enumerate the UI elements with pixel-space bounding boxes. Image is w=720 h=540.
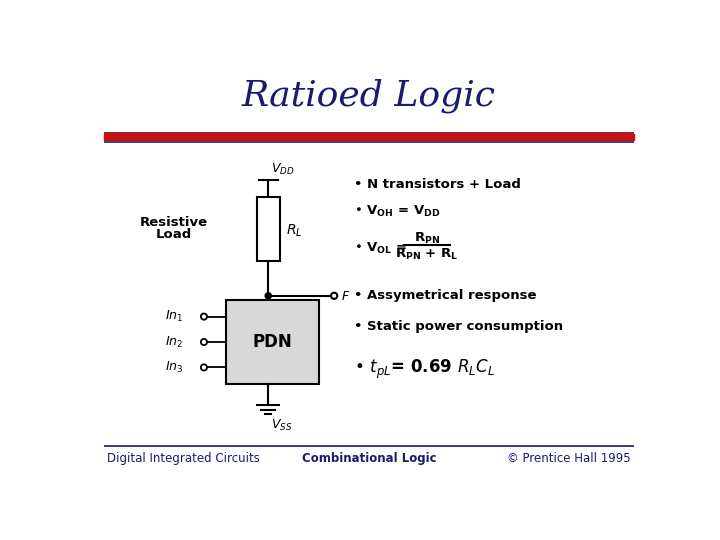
Text: $V_{DD}$: $V_{DD}$ xyxy=(271,162,294,177)
Circle shape xyxy=(265,293,271,299)
Text: $In_2$: $In_2$ xyxy=(165,334,184,349)
Text: • N transistors + Load: • N transistors + Load xyxy=(354,178,521,191)
Text: • Static power consumption: • Static power consumption xyxy=(354,320,562,333)
Text: Load: Load xyxy=(156,228,192,241)
Bar xyxy=(256,197,280,261)
Text: Ratioed Logic: Ratioed Logic xyxy=(242,78,496,113)
Text: $\mathbf{R_{PN}}$ + $\mathbf{R_L}$: $\mathbf{R_{PN}}$ + $\mathbf{R_L}$ xyxy=(395,247,459,262)
Text: Combinational Logic: Combinational Logic xyxy=(302,452,436,465)
Text: © Prentice Hall 1995: © Prentice Hall 1995 xyxy=(508,452,631,465)
Text: $F$: $F$ xyxy=(341,290,351,303)
Text: Digital Integrated Circuits: Digital Integrated Circuits xyxy=(107,452,260,465)
Text: $\mathbf{R_{PN}}$: $\mathbf{R_{PN}}$ xyxy=(414,231,440,246)
Text: Resistive: Resistive xyxy=(140,216,208,229)
Text: $In_3$: $In_3$ xyxy=(165,360,184,375)
Text: • $\mathbf{V_{OH}}$ = $\mathbf{V_{DD}}$: • $\mathbf{V_{OH}}$ = $\mathbf{V_{DD}}$ xyxy=(354,204,440,219)
Text: • $t_{pL}$= 0.69 $R_L$$C_L$: • $t_{pL}$= 0.69 $R_L$$C_L$ xyxy=(354,357,495,381)
Text: PDN: PDN xyxy=(252,333,292,351)
Text: • Assymetrical response: • Assymetrical response xyxy=(354,289,536,302)
Bar xyxy=(225,300,319,384)
Text: $In_1$: $In_1$ xyxy=(165,309,184,324)
Text: $R_L$: $R_L$ xyxy=(286,222,302,239)
Text: $V_{SS}$: $V_{SS}$ xyxy=(271,417,292,433)
Text: • $\mathbf{V_{OL}}$ =: • $\mathbf{V_{OL}}$ = xyxy=(354,240,407,255)
